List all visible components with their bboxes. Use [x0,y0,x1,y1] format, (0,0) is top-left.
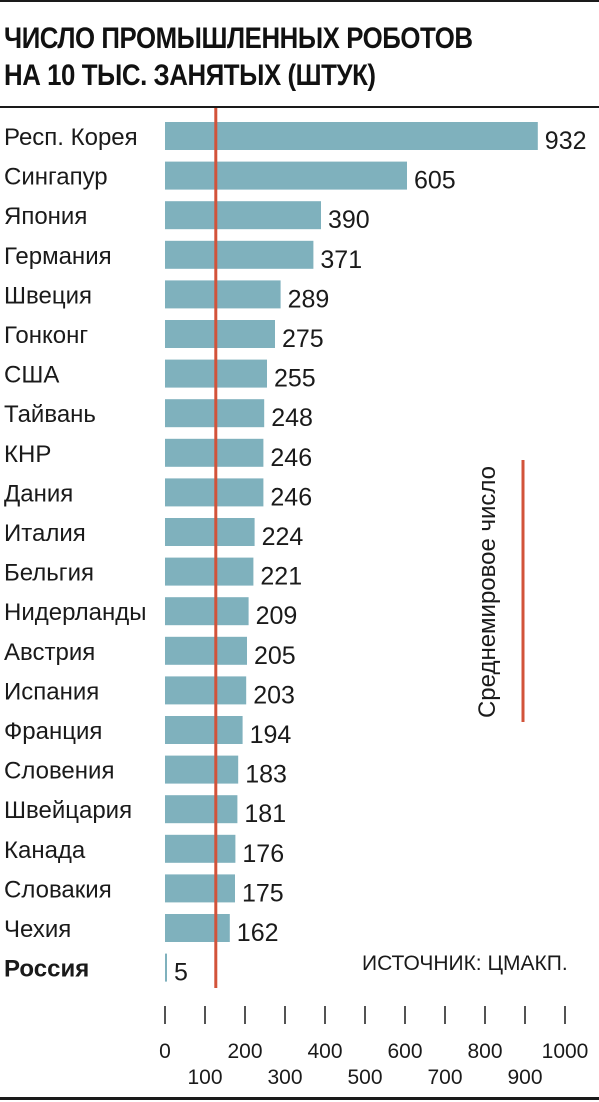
value-label: 181 [244,800,286,828]
bar [165,320,275,348]
tick-label: 800 [467,1040,502,1063]
category-label: Гонконг [4,322,88,349]
tick-label: 700 [427,1066,462,1089]
value-label: 932 [545,127,587,155]
category-label: США [4,362,59,389]
bar [165,636,247,665]
bar [165,280,281,309]
tick-label: 500 [347,1066,382,1089]
bottom-rule [0,1097,599,1100]
value-labels-group: 932 605 390 371 289 275 255 248 246 246 224 221 209 2… [174,127,587,987]
category-label: Швеция [4,282,92,309]
value-label: 221 [260,563,302,591]
value-label: 194 [250,721,292,749]
bar [165,795,238,824]
source-note: ИСТОЧНИК: ЦМАКП. [362,952,568,975]
value-label: 209 [256,602,298,630]
value-label: 224 [262,523,304,551]
tick-label: 900 [507,1066,542,1089]
category-label: Дания [4,480,73,507]
category-label: Россия [4,956,89,983]
chart-title-line-2: НА 10 ТЫС. ЗАНЯТЫХ (ШТУК) [4,59,376,92]
value-label: 246 [270,483,312,511]
value-label: 205 [254,642,296,670]
category-label: Нидерланды [4,599,146,626]
bar [165,438,264,467]
value-label: 5 [174,959,188,987]
top-rule [0,0,599,2]
tick-label: 100 [187,1066,222,1089]
bar [165,122,538,150]
bar [165,161,407,190]
category-label: Канада [4,837,86,864]
category-label: Бельгия [4,560,94,587]
bar [165,597,249,626]
category-label: КНР [4,441,51,468]
value-label: 203 [253,681,295,709]
category-labels-group: Респ. Корея Сингапур Япония Германия Швеция Г… [4,124,146,983]
value-label: 248 [271,404,313,432]
x-axis: 0 200 400 600 800 1000 100 300 500 700 900 [159,1006,588,1089]
value-label: 275 [282,325,324,353]
chart-title: ЧИСЛО ПРОМЫШЛЕННЫХ РОБОТОВ НА 10 ТЫС. ЗА… [4,20,511,94]
bars-group [165,122,538,982]
value-label: 246 [270,444,312,472]
world-average-label: Среднемировое число [474,465,501,719]
category-label: Швейцария [4,797,132,824]
bar [165,557,254,586]
chart-title-line-1: ЧИСЛО ПРОМЫШЛЕННЫХ РОБОТОВ [4,22,473,55]
category-label: Сингапур [4,164,108,191]
category-label: Тайвань [4,401,96,428]
bar [165,914,230,942]
value-label: 176 [242,840,284,868]
bar [165,716,243,744]
value-label: 255 [274,365,316,393]
category-label: Словения [4,758,114,785]
bar [165,755,239,784]
value-label: 162 [237,919,279,947]
value-label: 605 [414,167,456,195]
category-label: Испания [4,678,99,705]
value-label: 175 [242,879,284,907]
bar [165,478,264,507]
tick-label: 300 [267,1066,302,1089]
bar [165,676,247,705]
bar [165,201,321,230]
bar [165,874,235,903]
value-label: 289 [288,285,330,313]
title-rule [0,106,599,108]
bar [165,518,255,546]
tick-label: 200 [227,1040,262,1063]
category-label: Респ. Корея [4,124,138,151]
bar [165,240,314,269]
bar [165,953,167,982]
category-label: Германия [4,243,112,270]
category-label: Япония [4,203,87,230]
tick-label: 400 [307,1040,342,1063]
category-label: Словакия [4,876,112,903]
tick-label: 1000 [542,1040,589,1063]
bar [165,834,236,863]
value-label: 183 [245,761,287,789]
tick-label: 0 [159,1040,171,1063]
value-label: 371 [320,246,362,274]
category-label: Италия [4,520,86,547]
category-label: Франция [4,718,102,745]
category-label: Австрия [4,639,95,666]
category-label: Чехия [4,916,71,943]
tick-label: 600 [387,1040,422,1063]
value-label: 390 [328,206,370,234]
